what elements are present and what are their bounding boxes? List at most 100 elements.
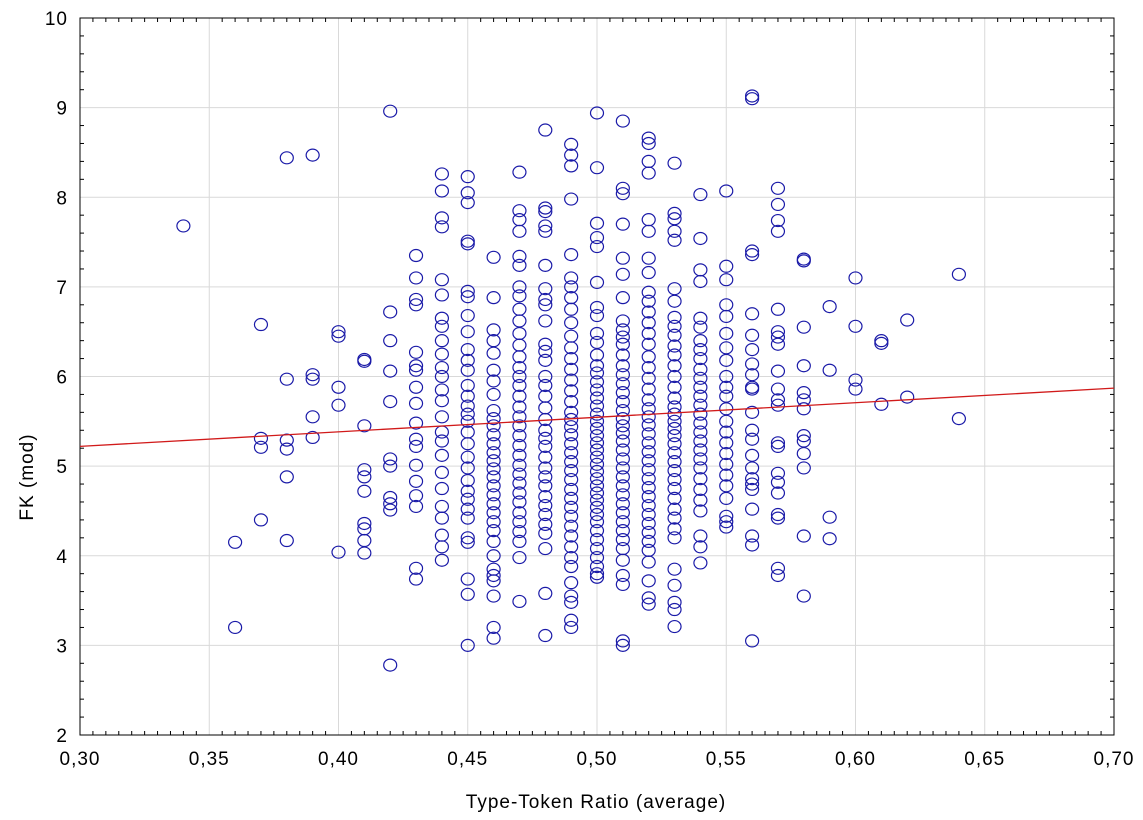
- data-point: [615, 330, 630, 344]
- data-point: [874, 334, 889, 348]
- data-point: [538, 439, 553, 454]
- data-point: [383, 497, 398, 511]
- data-point: [253, 440, 269, 454]
- data-point: [512, 506, 527, 520]
- data-point: [719, 457, 734, 471]
- data-point: [796, 446, 811, 461]
- data-point: [900, 313, 915, 327]
- data-point: [589, 457, 605, 471]
- data-point: [770, 511, 786, 525]
- data-point: [615, 359, 630, 373]
- data-point: [253, 513, 269, 527]
- data-point: [667, 472, 682, 487]
- data-point: [564, 362, 579, 376]
- data-point: [641, 481, 656, 495]
- data-point: [434, 319, 449, 333]
- data-point: [460, 290, 475, 304]
- x-tick-label: 0,50: [577, 749, 618, 770]
- data-point: [486, 291, 501, 305]
- data-point: [564, 550, 579, 565]
- data-point: [589, 399, 605, 413]
- data-point: [641, 516, 656, 531]
- x-tick-label: 0,45: [447, 749, 488, 770]
- data-point: [667, 319, 682, 333]
- data-point: [744, 423, 760, 437]
- data-point: [719, 273, 734, 287]
- data-point: [719, 520, 734, 534]
- x-tick-label: 0,60: [835, 749, 876, 770]
- data-point: [719, 446, 734, 461]
- data-point: [796, 254, 811, 268]
- data-point: [512, 550, 527, 565]
- data-point: [538, 479, 553, 493]
- data-point: [383, 305, 398, 319]
- data-point: [615, 533, 630, 547]
- data-point: [615, 524, 630, 538]
- data-point: [538, 201, 553, 215]
- data-point: [693, 263, 708, 277]
- data-point: [512, 486, 527, 500]
- data-point: [434, 511, 449, 525]
- data-point: [408, 572, 424, 586]
- data-point: [822, 299, 837, 314]
- data-point: [615, 419, 630, 433]
- data-point: [589, 359, 605, 373]
- data-point: [408, 474, 424, 488]
- data-point: [589, 550, 605, 565]
- data-point: [279, 533, 294, 548]
- data-point: [460, 325, 475, 339]
- data-point: [770, 439, 786, 454]
- data-point: [615, 337, 630, 351]
- data-point: [770, 213, 786, 228]
- data-point: [667, 400, 682, 414]
- data-point: [486, 479, 501, 493]
- data-point: [641, 454, 656, 468]
- data-point: [770, 181, 786, 195]
- data-point: [408, 248, 424, 263]
- data-point: [512, 338, 527, 352]
- data-point: [796, 429, 811, 443]
- data-point: [357, 522, 372, 536]
- data-point: [460, 363, 475, 377]
- data-point: [228, 535, 243, 549]
- data-point: [538, 541, 553, 556]
- data-point: [512, 524, 527, 539]
- data-point: [564, 455, 579, 469]
- data-point: [460, 502, 475, 516]
- data-point: [848, 319, 863, 333]
- data-point: [383, 364, 398, 378]
- data-point: [667, 328, 682, 342]
- data-point: [770, 398, 786, 412]
- data-point: [434, 553, 449, 567]
- data-point: [615, 497, 630, 511]
- data-point: [589, 429, 605, 443]
- data-point: [434, 383, 449, 397]
- data-point: [667, 414, 682, 428]
- y-tick-label: 3: [56, 636, 68, 657]
- data-points: [176, 89, 967, 672]
- data-point: [486, 515, 501, 529]
- data-point: [538, 378, 553, 393]
- data-point: [589, 436, 605, 450]
- data-point: [719, 414, 734, 428]
- data-point: [460, 407, 475, 421]
- data-point: [615, 434, 630, 448]
- data-point: [564, 500, 579, 514]
- data-point: [512, 534, 527, 549]
- data-point: [564, 576, 579, 590]
- data-point: [564, 280, 579, 294]
- data-point: [641, 597, 656, 611]
- data-point: [486, 568, 501, 583]
- data-point: [744, 343, 760, 357]
- data-point: [667, 391, 682, 405]
- data-point: [564, 540, 579, 554]
- data-point: [331, 545, 346, 559]
- data-point: [460, 511, 475, 525]
- x-tick-label: 0,40: [318, 749, 359, 770]
- data-point: [615, 638, 630, 652]
- data-point: [460, 535, 475, 549]
- data-point: [641, 463, 656, 477]
- data-point: [589, 479, 605, 493]
- data-point: [486, 437, 501, 451]
- data-point: [641, 498, 656, 513]
